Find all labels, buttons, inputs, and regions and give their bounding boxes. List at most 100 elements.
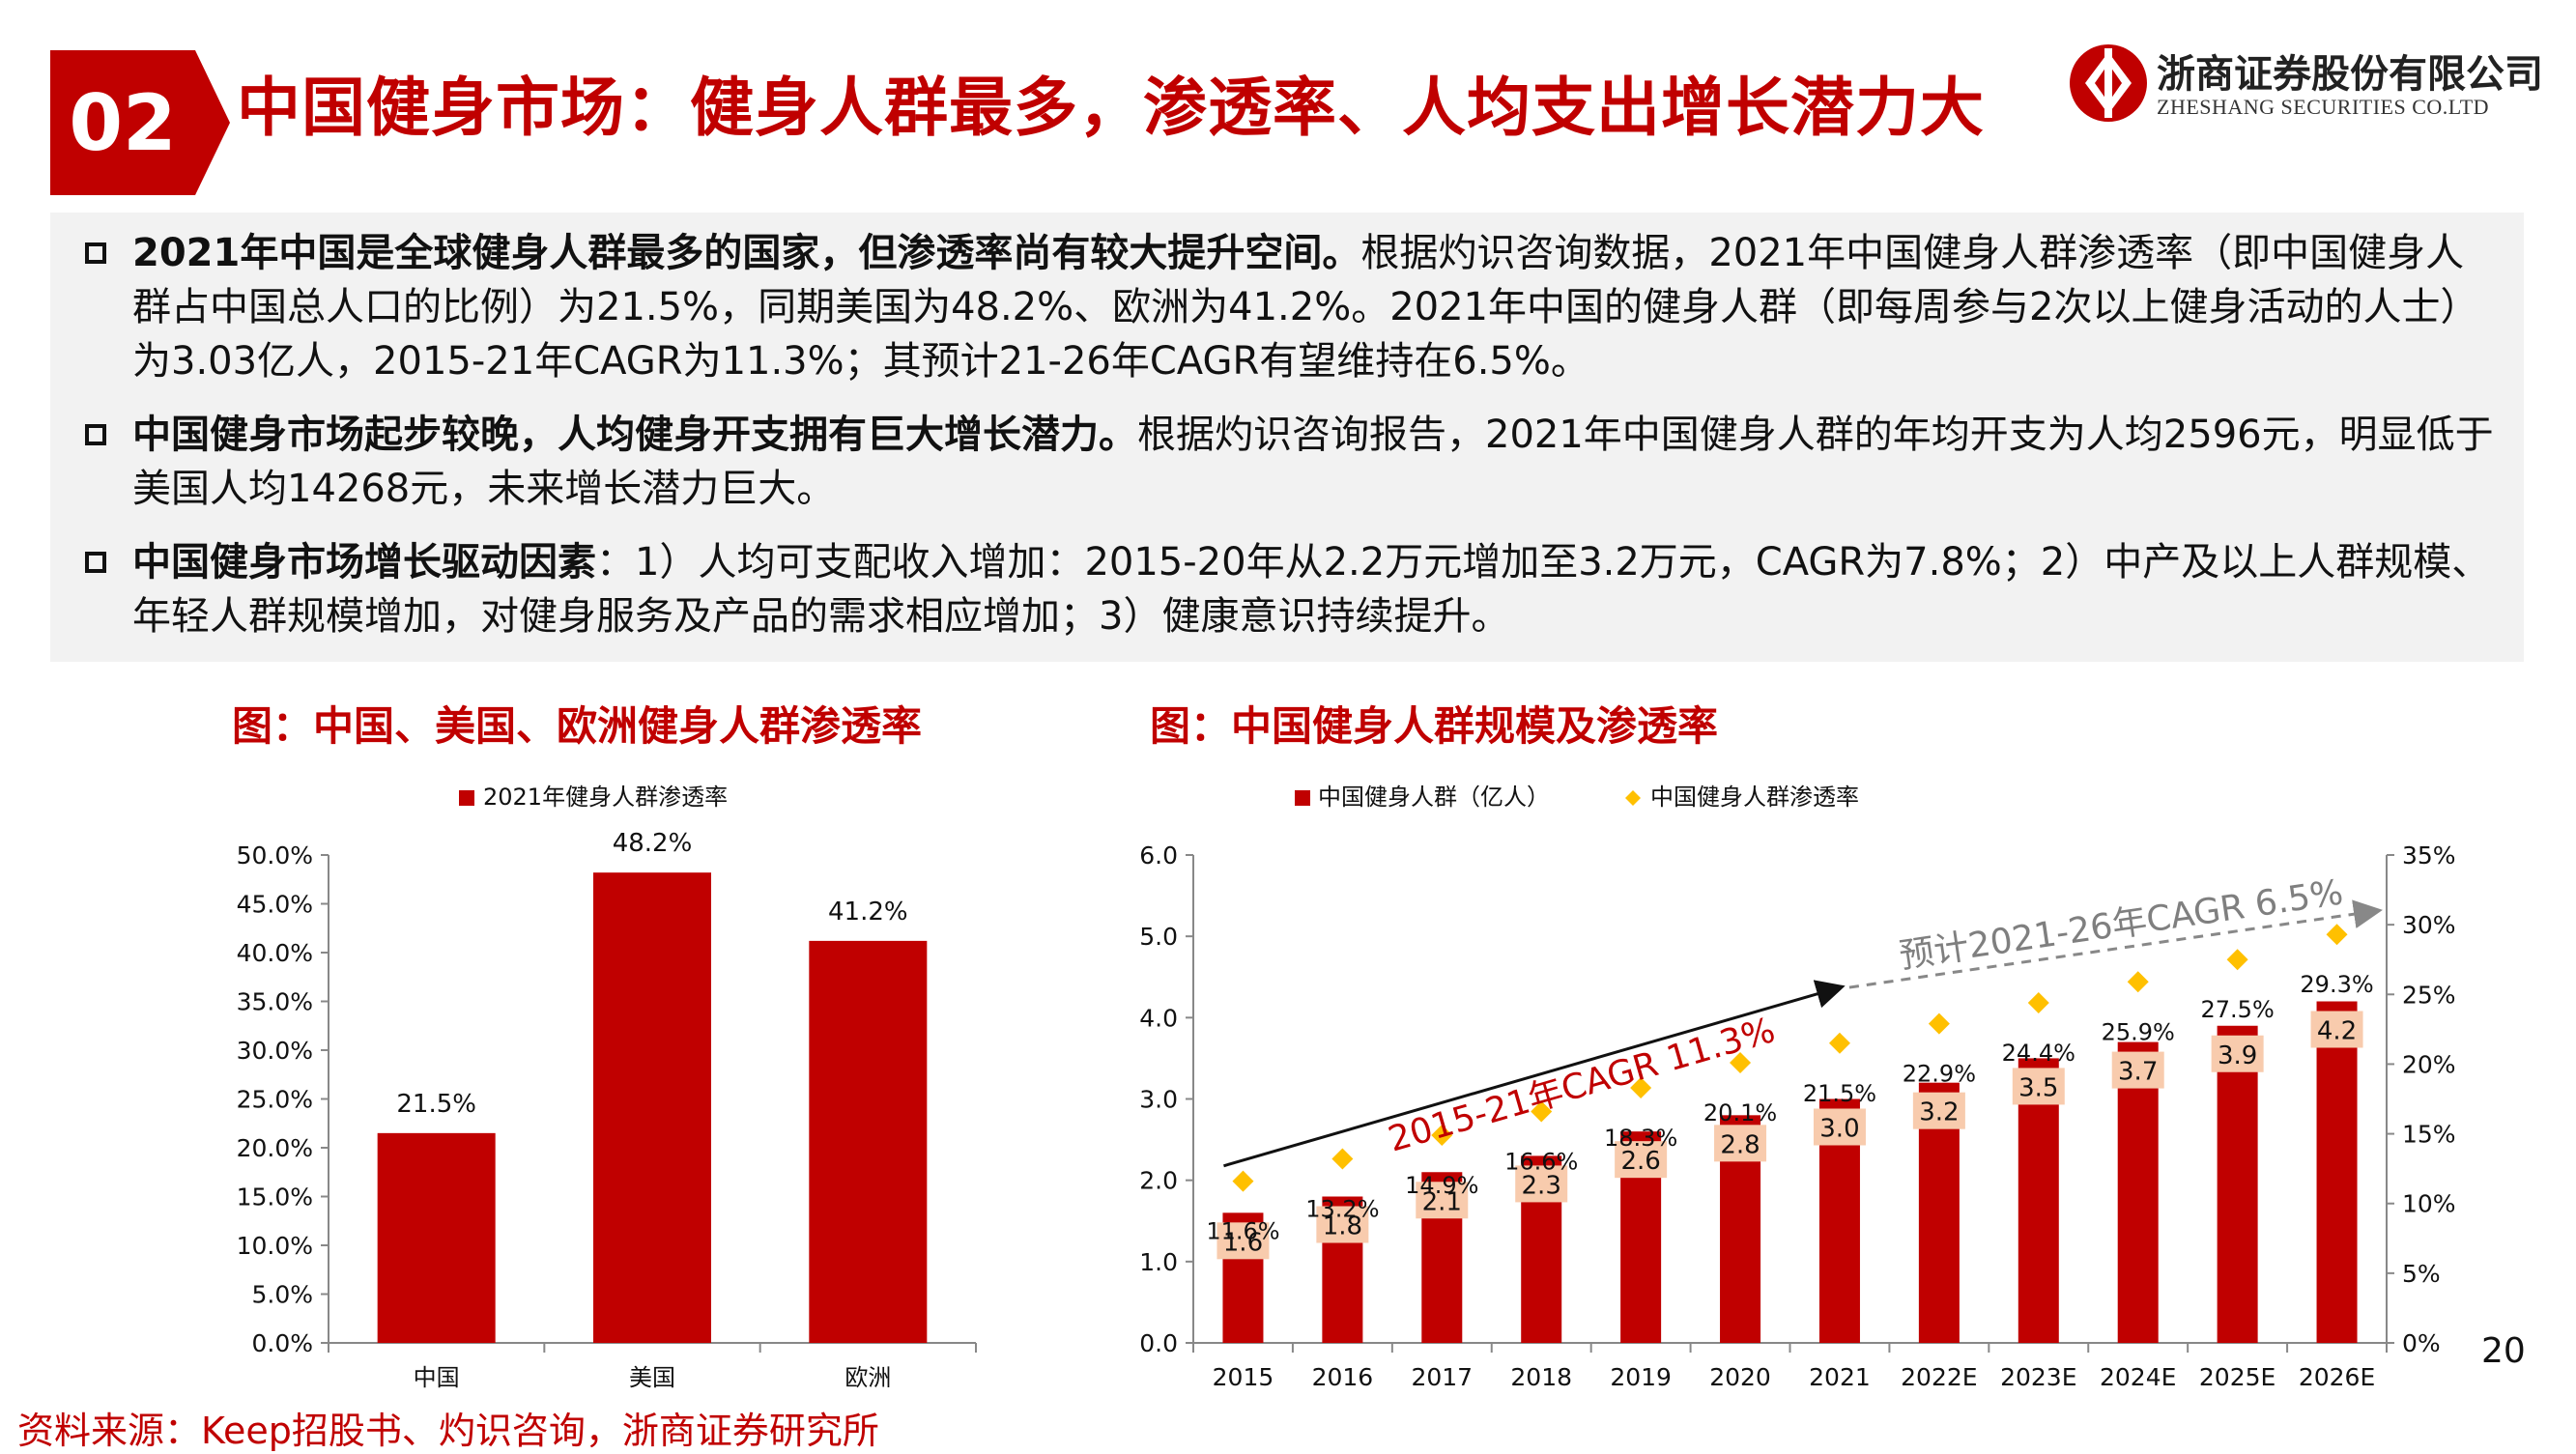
x-tick-label: 2022E [1901, 1363, 1977, 1391]
penetration-marker [1730, 1051, 1752, 1073]
right-y-tick-label: 10% [2402, 1190, 2456, 1218]
penetration-marker [2326, 924, 2348, 946]
bar-value-label: 2.1 [1416, 1182, 1469, 1219]
bar-value-label-box [1714, 1125, 1767, 1162]
logo-company-name-en: ZHESHANG SECURITIES CO.LTD [2157, 95, 2490, 119]
company-logo: 浙商证券股份有限公司 ZHESHANG SECURITIES CO.LTD [2068, 41, 2543, 128]
x-tick-label: 2026E [2299, 1363, 2375, 1391]
penetration-label: 25.9% [2102, 1018, 2175, 1045]
left-y-tick-label: 1.0 [1139, 1248, 1178, 1276]
y-tick-label: 5.0% [251, 1281, 313, 1309]
penetration-marker [1431, 1125, 1453, 1147]
right-y-tick-label: 25% [2402, 981, 2456, 1009]
bar-value-label: 3.0 [1813, 1108, 1866, 1146]
bullet-3-heading: 中国健身市场增长驱动因素 [132, 540, 596, 584]
bar-data-label: 48.2% [613, 829, 693, 858]
legend-swatch-markers [1625, 790, 1641, 806]
legend-label-bars: 中国健身人群（亿人） [1318, 784, 1550, 811]
bar-value-label-text: 4.2 [2317, 1017, 2357, 1046]
bar-value-label: 1.8 [1316, 1206, 1369, 1243]
summary-panel: 2021年中国是全球健身人群最多的国家，但渗透率尚有较大提升空间。根据灼识咨询数… [50, 213, 2524, 662]
bullet-2-text: 根据灼识咨询报告，2021年中国健身人群的年均开支为人均2596元，明显低于美国… [132, 413, 2494, 511]
bullet-point-1: 2021年中国是全球健身人群最多的国家，但渗透率尚有较大提升空间。根据灼识咨询数… [79, 226, 2495, 388]
bar-value-label-text: 2.8 [1720, 1130, 1760, 1159]
bar-value-label-text: 2.3 [1522, 1171, 1561, 1200]
left-y-tick-label: 3.0 [1139, 1086, 1178, 1114]
x-tick-label: 2019 [1610, 1363, 1672, 1391]
bar-value-label: 4.2 [2310, 1011, 2363, 1048]
left-y-tick-label: 5.0 [1139, 923, 1178, 951]
right-y-tick-label: 15% [2402, 1121, 2456, 1149]
logo-company-name-cn: 浙商证券股份有限公司 [2157, 51, 2543, 97]
bar-中国 [377, 1132, 496, 1343]
bar-value-label-box [1912, 1092, 1965, 1129]
section-badge-arrow [195, 50, 230, 195]
bar-欧洲 [809, 940, 928, 1343]
y-tick-label: 40.0% [237, 939, 313, 967]
fitness-population-combo-chart: 中国健身人群（亿人） 中国健身人群渗透率 0.0 1.0 2.0 3.0 4.0 5.0 6.0… [1139, 784, 2456, 1391]
penetration-marker [2226, 949, 2248, 971]
bullet-1-text: 根据灼识咨询数据，2021年中国健身人群渗透率（即中国健身人群占中国总人口的比例… [132, 231, 2479, 384]
bar-value-label-text: 1.8 [1323, 1212, 1362, 1241]
left-y-tick-label: 6.0 [1139, 841, 1178, 870]
penetration-marker [1232, 1170, 1254, 1192]
penetration-label: 27.5% [2201, 996, 2275, 1023]
bullet-square-icon [85, 552, 106, 573]
bar-value-label-text: 1.6 [1223, 1228, 1263, 1257]
y-tick-label: 20.0% [237, 1134, 313, 1162]
right-y-tick-label: 35% [2402, 841, 2456, 870]
y-tick-label: 15.0% [237, 1183, 313, 1212]
left-y-tick-label: 4.0 [1139, 1004, 1178, 1032]
bar-value-label-box [1615, 1141, 1668, 1179]
bar-data-label: 21.5% [396, 1090, 476, 1119]
data-source-note: 资料来源：Keep招股书、灼识咨询，浙商证券研究所 [17, 1410, 879, 1452]
bar-value-label-text: 3.9 [2218, 1041, 2257, 1070]
bar-value-label: 3.9 [2211, 1035, 2264, 1072]
bullet-1-heading: 2021年中国是全球健身人群最多的国家，但渗透率尚有较大提升空间。 [132, 231, 1361, 275]
legend-label: 2021年健身人群渗透率 [483, 784, 728, 811]
cagr-2021-26-arrow [1848, 899, 2383, 989]
bar-2026E [2316, 1001, 2358, 1343]
right-y-tick-label: 30% [2402, 911, 2456, 939]
bar-value-label-box [2012, 1068, 2065, 1105]
right-y-tick-label: 5% [2402, 1260, 2441, 1288]
penetration-label: 29.3% [2300, 971, 2373, 998]
left-y-tick-label: 0.0 [1139, 1329, 1178, 1357]
x-tick-label: 2025E [2199, 1363, 2275, 1391]
bar-value-label: 3.7 [2111, 1051, 2164, 1089]
penetration-label: 24.4% [2002, 1040, 2075, 1067]
bullet-2-heading: 中国健身市场起步较晚，人均健身开支拥有巨大增长潜力。 [132, 413, 1137, 457]
bar-value-label: 2.8 [1714, 1125, 1767, 1162]
bar-美国 [593, 872, 711, 1343]
slide-title: 中国健身市场：健身人群最多，渗透率、人均支出增长潜力大 [237, 71, 1985, 145]
bar-value-label-text: 3.5 [2018, 1073, 2058, 1102]
bar-value-label-box [2211, 1035, 2264, 1072]
bar-value-label-box [1813, 1108, 1866, 1146]
bar-2023E [2018, 1058, 2059, 1343]
bar-value-label-text: 2.6 [1620, 1147, 1660, 1176]
bar-2025E [2217, 1025, 2258, 1343]
bullet-square-icon [85, 242, 106, 264]
zheshang-logo-icon [2070, 44, 2147, 122]
bar-value-label-box [1216, 1222, 1270, 1260]
page-number: 20 [2481, 1331, 2526, 1371]
bar-2024E [2117, 1041, 2159, 1343]
x-tick-label: 2024E [2100, 1363, 2176, 1391]
penetration-marker [1630, 1076, 1652, 1098]
x-tick-label: 2023E [2000, 1363, 2076, 1391]
cagr-2015-21-arrow [1223, 980, 1846, 1168]
bar-value-label: 2.6 [1615, 1141, 1668, 1179]
y-tick-label: 50.0% [237, 841, 313, 870]
x-tick-label: 2017 [1411, 1363, 1473, 1391]
legend-swatch-bars [1295, 790, 1310, 806]
y-tick-label: 10.0% [237, 1232, 313, 1260]
penetration-marker [1531, 1100, 1553, 1123]
bar-value-label-box [2111, 1051, 2164, 1089]
penetration-marker [1928, 1012, 1950, 1035]
y-tick-label: 0.0% [251, 1329, 313, 1357]
bar-value-label-box [1316, 1206, 1369, 1243]
bar-value-label-text: 3.7 [2118, 1058, 2158, 1087]
legend-swatch [459, 790, 474, 806]
penetration-marker [2027, 991, 2049, 1013]
bullet-square-icon [85, 424, 106, 445]
